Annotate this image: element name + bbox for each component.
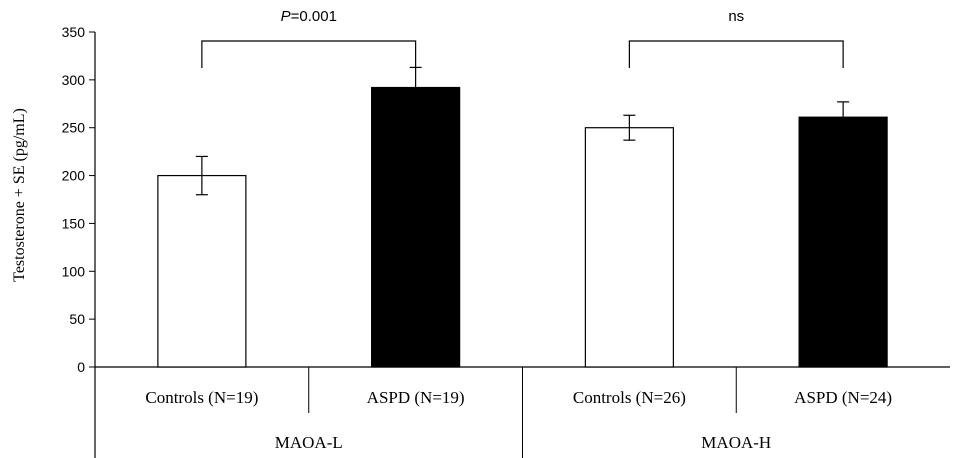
bars xyxy=(157,66,888,368)
category-label: ASPD (N=19) xyxy=(367,388,465,407)
significance-label: P=0.001 xyxy=(281,8,337,25)
y-tick-label: 0 xyxy=(77,359,85,375)
bar xyxy=(584,127,674,368)
group-label: MAOA-H xyxy=(701,433,771,452)
y-tick-label: 200 xyxy=(62,168,86,184)
bar xyxy=(371,86,461,368)
category-label: Controls (N=26) xyxy=(573,388,686,407)
y-axis-title: Testosterone + SE (pg/mL) xyxy=(11,108,28,282)
bar xyxy=(798,116,888,368)
significance-label: ns xyxy=(728,8,744,25)
y-tick-label: 100 xyxy=(62,263,86,279)
significance-bracket xyxy=(201,40,417,68)
significance-bracket xyxy=(628,40,844,68)
category-label: Controls (N=19) xyxy=(145,388,258,407)
y-tick-label: 150 xyxy=(62,215,86,231)
bar xyxy=(157,174,247,368)
y-tick-label: 50 xyxy=(69,311,85,327)
y-tick-label: 250 xyxy=(62,120,86,136)
significance-brackets: P=0.001 ns xyxy=(201,8,844,68)
y-tick-label: 300 xyxy=(62,72,86,88)
labels: Controls (N=19) ASPD (N=19) Controls (N=26… xyxy=(145,388,892,452)
y-tick-label: 350 xyxy=(62,24,86,40)
category-label: ASPD (N=24) xyxy=(794,388,892,407)
group-label: MAOA-L xyxy=(275,433,343,452)
